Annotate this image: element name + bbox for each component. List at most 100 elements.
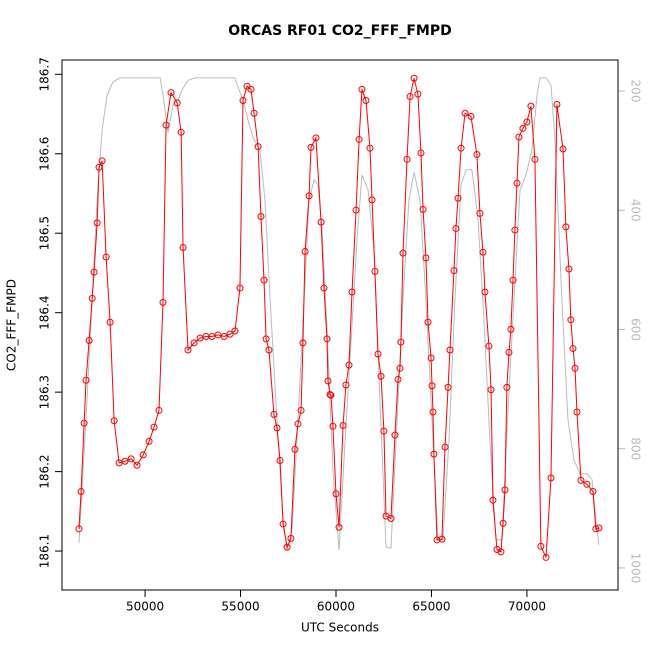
chart-title: ORCAS RF01 CO2_FFF_FMPD bbox=[228, 23, 451, 39]
y2-tick-label: 400 bbox=[629, 199, 643, 222]
data-point bbox=[90, 268, 98, 276]
data-point bbox=[323, 335, 331, 343]
data-point bbox=[133, 461, 141, 469]
data-point bbox=[505, 348, 513, 356]
data-point bbox=[297, 406, 305, 414]
data-point bbox=[75, 525, 83, 533]
y-tick-label: 186.7 bbox=[38, 57, 52, 91]
data-point bbox=[427, 354, 435, 362]
data-point bbox=[110, 417, 118, 425]
data-point bbox=[403, 155, 411, 163]
data-point bbox=[450, 267, 458, 275]
data-point bbox=[332, 490, 340, 498]
data-point bbox=[184, 346, 192, 354]
data-point bbox=[190, 339, 198, 347]
data-line bbox=[78, 77, 600, 551]
data-point bbox=[342, 381, 350, 389]
data-point bbox=[406, 93, 414, 101]
data-point bbox=[446, 346, 454, 354]
data-point bbox=[106, 318, 114, 326]
data-point bbox=[355, 135, 363, 143]
data-point bbox=[394, 375, 402, 383]
data-point bbox=[329, 422, 337, 430]
data-point bbox=[433, 536, 441, 544]
data-point bbox=[499, 519, 507, 527]
data-point bbox=[503, 383, 511, 391]
data-point bbox=[595, 524, 603, 532]
data-point bbox=[589, 487, 597, 495]
y-axis-label: CO2_FFF_FMPD bbox=[5, 279, 19, 371]
data-point bbox=[88, 294, 96, 302]
data-point bbox=[362, 97, 370, 105]
data-point bbox=[417, 149, 425, 157]
data-point bbox=[481, 288, 489, 296]
data-point bbox=[380, 427, 388, 435]
y-tick-label: 186.1 bbox=[38, 534, 52, 568]
data-point bbox=[239, 97, 247, 105]
data-point bbox=[374, 350, 382, 358]
data-point bbox=[513, 179, 521, 187]
y-tick-label: 186.4 bbox=[38, 296, 52, 330]
data-point bbox=[441, 443, 449, 451]
data-point bbox=[348, 288, 356, 296]
data-point bbox=[547, 474, 555, 482]
data-point bbox=[429, 408, 437, 416]
data-point bbox=[567, 316, 575, 324]
data-point bbox=[145, 437, 153, 445]
data-point bbox=[85, 336, 93, 344]
data-point bbox=[424, 318, 432, 326]
data-point bbox=[476, 209, 484, 217]
data-point bbox=[391, 431, 399, 439]
data-point bbox=[511, 226, 519, 234]
x-tick-label: 60000 bbox=[317, 600, 355, 614]
y2-tick-label: 800 bbox=[629, 437, 643, 460]
data-point bbox=[565, 265, 573, 273]
data-point bbox=[335, 523, 343, 531]
data-point bbox=[236, 284, 244, 292]
data-point bbox=[317, 218, 325, 226]
data-point bbox=[515, 133, 523, 141]
y-tick-label: 186.6 bbox=[38, 137, 52, 171]
data-point bbox=[452, 224, 460, 232]
data-point bbox=[489, 496, 497, 504]
x-tick-label: 55000 bbox=[221, 600, 259, 614]
data-point bbox=[444, 383, 452, 391]
data-point bbox=[77, 487, 85, 495]
data-point bbox=[312, 134, 320, 142]
data-point bbox=[287, 534, 295, 542]
data-point bbox=[80, 419, 88, 427]
data-point bbox=[155, 406, 163, 414]
data-point bbox=[399, 249, 407, 257]
data-point bbox=[262, 335, 270, 343]
data-point bbox=[562, 223, 570, 231]
data-point bbox=[397, 338, 405, 346]
data-point bbox=[226, 330, 234, 338]
data-point bbox=[461, 109, 469, 117]
data-point bbox=[519, 124, 527, 132]
data-point bbox=[577, 476, 585, 484]
data-point bbox=[250, 109, 258, 117]
data-point bbox=[326, 391, 334, 399]
data-point bbox=[527, 102, 535, 110]
x-tick-label: 70000 bbox=[508, 600, 546, 614]
data-point bbox=[457, 144, 465, 152]
data-point bbox=[327, 391, 335, 399]
data-point bbox=[507, 325, 515, 333]
data-point bbox=[583, 480, 591, 488]
data-point bbox=[301, 247, 309, 255]
data-point bbox=[553, 100, 561, 108]
data-point bbox=[305, 192, 313, 200]
data-point bbox=[368, 196, 376, 204]
data-point bbox=[98, 157, 106, 165]
data-point bbox=[139, 451, 147, 459]
data-point bbox=[102, 253, 110, 261]
data-point bbox=[559, 145, 567, 153]
data-point bbox=[573, 408, 581, 416]
data-point bbox=[497, 548, 505, 556]
data-point bbox=[177, 128, 185, 136]
data-point bbox=[150, 423, 158, 431]
data-point bbox=[220, 333, 228, 341]
x-axis-label: UTC Seconds bbox=[301, 621, 379, 635]
y-tick-label: 186.2 bbox=[38, 454, 52, 488]
data-point bbox=[291, 445, 299, 453]
